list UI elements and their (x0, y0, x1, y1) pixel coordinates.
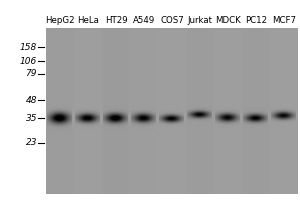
Bar (46, 28, 298, 194)
Text: 106: 106 (20, 57, 37, 66)
Text: 23: 23 (26, 138, 37, 147)
Bar (47, 28, 73, 194)
Text: Jurkat: Jurkat (188, 16, 212, 25)
Bar (131, 28, 157, 194)
Text: PC12: PC12 (245, 16, 267, 25)
Text: HepG2: HepG2 (45, 16, 75, 25)
Text: 35: 35 (26, 114, 37, 123)
Text: COS7: COS7 (160, 16, 184, 25)
Bar (243, 28, 269, 194)
Bar (103, 28, 129, 194)
Text: 48: 48 (26, 96, 37, 105)
Text: 158: 158 (20, 43, 37, 52)
Bar (187, 28, 213, 194)
Text: 79: 79 (26, 69, 37, 78)
Bar (215, 28, 241, 194)
Text: HT29: HT29 (105, 16, 127, 25)
Bar (271, 28, 297, 194)
Text: MCF7: MCF7 (272, 16, 296, 25)
Bar (159, 28, 185, 194)
Text: MDCK: MDCK (215, 16, 241, 25)
Text: HeLa: HeLa (77, 16, 99, 25)
Text: A549: A549 (133, 16, 155, 25)
Bar (75, 28, 101, 194)
